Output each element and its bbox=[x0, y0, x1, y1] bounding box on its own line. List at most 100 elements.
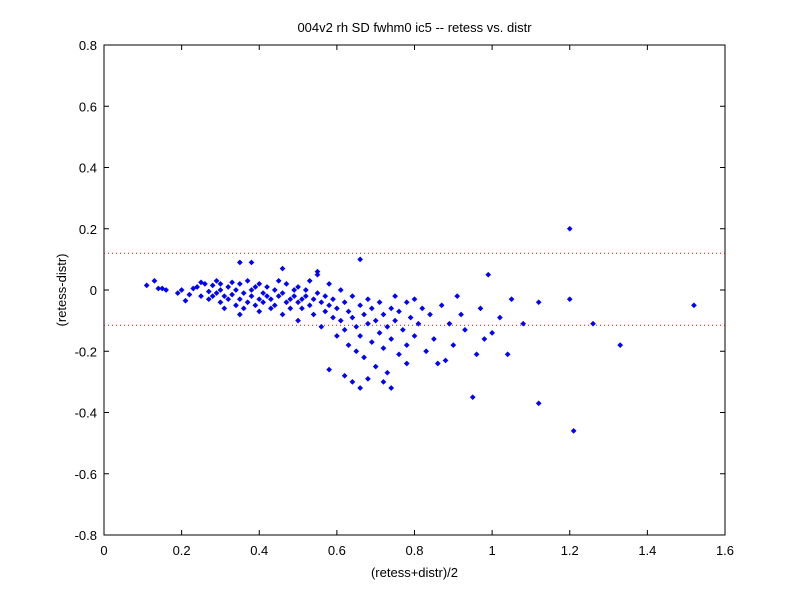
data-point bbox=[403, 360, 410, 367]
data-point bbox=[205, 296, 212, 303]
data-point bbox=[326, 366, 333, 373]
data-point bbox=[330, 314, 336, 321]
data-point bbox=[333, 332, 340, 339]
data-point bbox=[271, 302, 278, 309]
data-point bbox=[458, 311, 465, 318]
y-axis-ticks: -0.8 -0.6 -0.4 -0.2 0 0.2 0.4 0.6 0.8 bbox=[75, 38, 725, 543]
data-point bbox=[322, 293, 329, 300]
data-point bbox=[477, 305, 484, 312]
data-point bbox=[279, 265, 286, 272]
data-point bbox=[217, 287, 224, 293]
data-point bbox=[380, 311, 387, 318]
data-point bbox=[244, 277, 251, 284]
data-point bbox=[229, 291, 236, 298]
data-point bbox=[357, 302, 364, 309]
data-point bbox=[260, 290, 267, 297]
data-point bbox=[454, 293, 461, 300]
data-point bbox=[345, 308, 352, 315]
data-point bbox=[380, 345, 387, 352]
data-point bbox=[566, 296, 573, 303]
data-point bbox=[283, 280, 290, 287]
y-tick-label: -0.6 bbox=[75, 467, 97, 482]
data-point bbox=[690, 302, 697, 309]
data-point bbox=[384, 323, 391, 330]
data-point bbox=[236, 280, 243, 287]
data-point bbox=[298, 305, 305, 312]
data-point bbox=[388, 305, 395, 312]
x-axis-ticks: 0 0.2 0.4 0.6 0.8 1 1.2 1.4 1.6 bbox=[100, 45, 734, 558]
data-point bbox=[349, 314, 356, 321]
data-point bbox=[396, 351, 402, 358]
y-tick-label: -0.4 bbox=[75, 406, 97, 421]
data-point bbox=[240, 305, 247, 312]
data-point bbox=[399, 326, 406, 333]
data-point bbox=[496, 314, 503, 321]
data-point bbox=[372, 363, 379, 370]
data-point bbox=[314, 271, 321, 278]
data-points bbox=[143, 225, 697, 434]
data-point bbox=[151, 277, 158, 284]
data-point bbox=[504, 351, 511, 358]
data-point bbox=[535, 299, 542, 306]
data-point bbox=[275, 293, 282, 300]
data-point bbox=[411, 296, 418, 303]
data-point bbox=[450, 342, 457, 349]
data-point bbox=[318, 323, 325, 330]
x-tick-label: 0.6 bbox=[328, 543, 346, 558]
data-point bbox=[368, 305, 375, 312]
data-point bbox=[236, 259, 243, 266]
y-tick-label: 0.4 bbox=[79, 161, 97, 176]
data-point bbox=[314, 290, 321, 297]
data-point bbox=[298, 296, 305, 303]
data-point bbox=[306, 277, 313, 284]
data-point bbox=[287, 296, 294, 303]
data-point bbox=[481, 336, 488, 342]
x-tick-label: 1.4 bbox=[638, 543, 656, 558]
data-point bbox=[403, 299, 410, 306]
data-point bbox=[178, 287, 185, 293]
data-point bbox=[256, 280, 263, 287]
data-point bbox=[267, 305, 274, 312]
data-point bbox=[337, 317, 344, 324]
data-point bbox=[419, 305, 426, 312]
data-point bbox=[248, 259, 255, 266]
x-tick-label: 0.8 bbox=[405, 543, 423, 558]
y-tick-label: -0.8 bbox=[75, 528, 97, 543]
data-point bbox=[233, 287, 239, 293]
data-point bbox=[163, 287, 170, 293]
data-point bbox=[256, 296, 263, 303]
data-point bbox=[361, 311, 367, 318]
data-point bbox=[353, 348, 360, 355]
data-point bbox=[198, 293, 204, 300]
data-point bbox=[473, 351, 480, 358]
data-point bbox=[236, 296, 243, 303]
data-point bbox=[566, 225, 573, 232]
y-tick-label: -0.2 bbox=[75, 344, 97, 359]
data-point bbox=[388, 336, 395, 342]
data-point bbox=[427, 311, 433, 318]
data-point bbox=[182, 297, 189, 304]
x-tick-label: 0.4 bbox=[250, 543, 268, 558]
data-point bbox=[275, 277, 282, 284]
y-tick-label: 0.6 bbox=[79, 99, 97, 114]
data-point bbox=[256, 308, 263, 315]
data-point bbox=[143, 282, 150, 289]
data-point bbox=[209, 282, 216, 289]
data-point bbox=[396, 308, 402, 315]
data-point bbox=[353, 323, 360, 330]
data-point bbox=[357, 332, 364, 339]
data-point bbox=[380, 378, 387, 385]
data-point bbox=[213, 277, 220, 284]
data-point bbox=[376, 299, 383, 306]
data-point bbox=[535, 400, 542, 407]
data-point bbox=[407, 314, 414, 321]
data-point bbox=[485, 271, 492, 278]
data-point bbox=[357, 385, 364, 391]
data-point bbox=[194, 283, 201, 290]
data-point bbox=[345, 342, 352, 349]
data-point bbox=[302, 287, 309, 293]
y-tick-label: 0 bbox=[90, 283, 97, 298]
data-point bbox=[392, 317, 399, 324]
data-point bbox=[361, 354, 367, 361]
data-point bbox=[225, 283, 232, 290]
